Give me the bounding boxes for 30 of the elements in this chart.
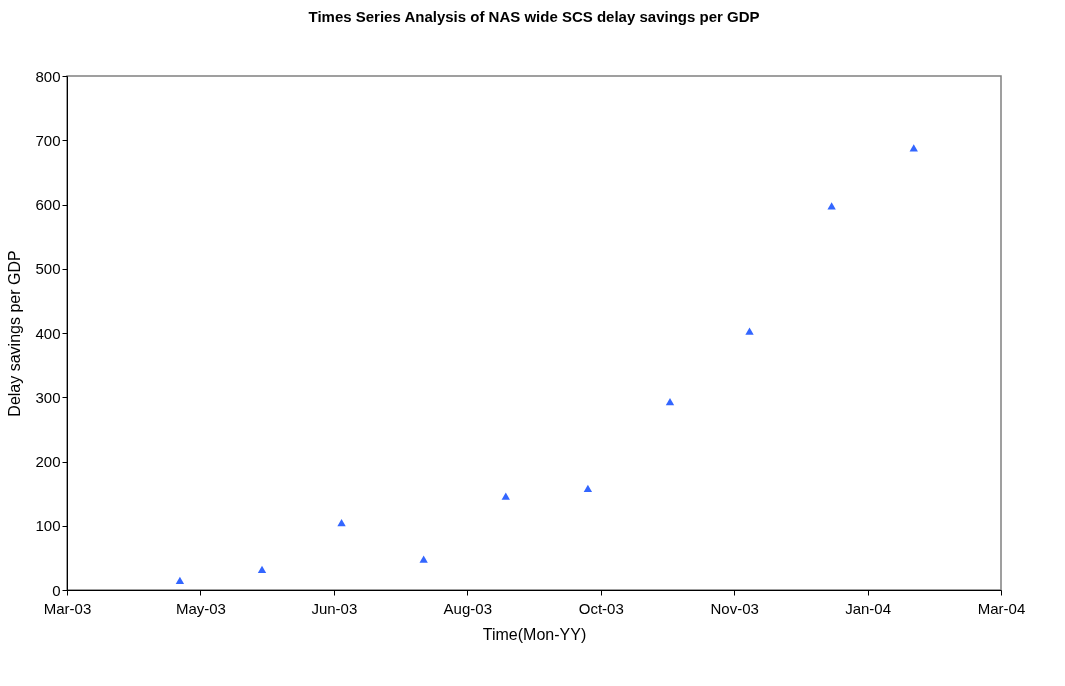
y-tick-label: 300 xyxy=(35,388,61,406)
x-tick-label: May-03 xyxy=(175,599,226,617)
point xyxy=(909,144,918,152)
y-tick-label: 400 xyxy=(35,324,61,342)
x-tick-label: Mar-03 xyxy=(43,599,92,617)
y-tick-label: 700 xyxy=(35,131,61,149)
x-tick-label: Jan-04 xyxy=(845,599,892,617)
point xyxy=(827,202,836,210)
x-tick-label: Mar-04 xyxy=(977,599,1026,617)
point xyxy=(337,518,346,527)
point xyxy=(419,555,428,563)
y-tick-label: 800 xyxy=(35,67,61,85)
y-tick-label: 100 xyxy=(35,517,61,535)
point xyxy=(257,565,267,574)
x-tick-label: Aug-03 xyxy=(443,599,492,617)
x-tick-label: Oct-03 xyxy=(578,599,624,617)
point xyxy=(501,492,510,500)
x-tick-label: Jun-03 xyxy=(311,599,358,617)
x-tick-label: Nov-03 xyxy=(710,599,759,617)
y-tick-label: 500 xyxy=(35,260,61,278)
x-axis-title: Time(Mon-YY) xyxy=(482,625,587,643)
y-axis-title: Delay savings per GDP xyxy=(6,250,24,417)
y-tick-label: 200 xyxy=(35,453,61,470)
point xyxy=(175,576,185,584)
point xyxy=(745,327,754,335)
y-tick-label: 600 xyxy=(35,196,61,213)
point xyxy=(665,398,675,406)
y-tick-label: 0 xyxy=(52,581,61,599)
point xyxy=(583,484,593,493)
chart-title: Times Series Analysis of NAS wide SCS delay savings per GDP xyxy=(308,8,760,25)
